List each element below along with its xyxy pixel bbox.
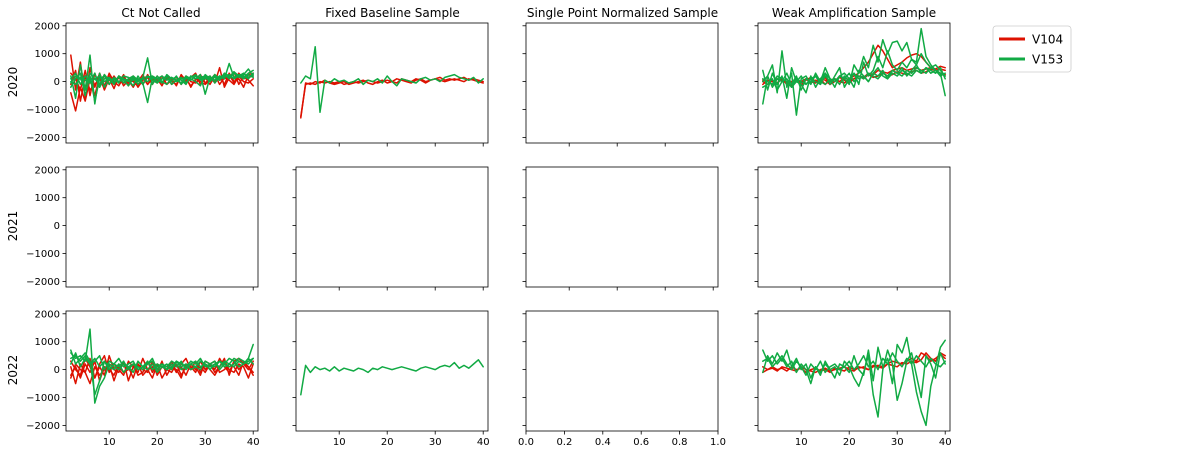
series-line-v153-7 [70,71,254,88]
panel-2022-weak-amplification-sample-frame [757,310,951,432]
series-line-v104-1 [70,354,254,385]
x-tick-label-1.0: 1.0 [710,437,726,448]
y-tick-label-1000: 1000 [35,193,60,204]
panel-2021-weak-amplification-sample-frame [757,166,951,288]
panel-2022-single-point-normalized-sample-frame [525,310,719,432]
x-tick-label-0.2: 0.2 [556,437,572,448]
panel-2021-weak-amplification-sample [754,166,951,291]
legend-label-v104: V104 [1032,33,1063,47]
panel-2022-ct-not-called: 2000 1000 0 −1000 −2000 10 20 30 40 [26,309,259,448]
series-line-v153-4 [762,352,946,376]
legend-label-v153: V153 [1032,53,1063,67]
series-line-v153-7 [762,66,946,88]
panel-2021-fixed-baseline-sample-frame [295,166,489,288]
y-tick-label--2000: −2000 [26,133,60,144]
y-tick-label--2000: −2000 [26,277,60,288]
y-tick-label-2000: 2000 [35,309,60,320]
panel-2022-single-point-normalized-sample: 0.0 0.2 0.4 0.6 0.8 1.0 [518,310,726,448]
y-tick-label-1000: 1000 [35,49,60,60]
series-line-v104-1 [300,76,484,118]
y-tick-label-2000: 2000 [35,165,60,176]
panel-2022-weak-amplification-sample-series [762,336,946,427]
y-tick-label-0: 0 [54,221,60,232]
panel-2020-weak-amplification-sample-series [762,27,946,116]
panel-2021-single-point-normalized-sample-frame [525,166,719,288]
x-tick-label-20: 20 [151,437,164,448]
series-line-v153-7 [70,352,254,371]
panel-2020-weak-amplification-sample [754,22,951,147]
row-label-2021: 2021 [6,211,20,242]
panel-2022-fixed-baseline-sample: 10 20 30 40 [292,310,490,448]
x-tick-label-40: 40 [247,437,260,448]
series-line-v153-0 [300,359,484,396]
column-title-fixed-baseline: Fixed Baseline Sample [325,6,460,20]
x-tick-label-10: 10 [795,437,808,448]
y-tick-label-0: 0 [54,365,60,376]
legend: V104 V153 [992,25,1072,73]
panel-2022-fixed-baseline-sample-series [300,359,484,396]
panel-2021-single-point-normalized-sample [522,166,719,291]
panel-2021-fixed-baseline-sample [292,166,489,291]
series-line-v104-1 [762,352,946,374]
x-tick-label-0.8: 0.8 [672,437,688,448]
x-tick-label-0.6: 0.6 [633,437,649,448]
panel-2020-ct-not-called: 2000 1000 0 −1000 −2000 [26,21,259,147]
panel-2020-single-point-normalized-sample [522,22,719,147]
y-tick-label--1000: −1000 [26,249,60,260]
column-titles: Ct Not Called Fixed Baseline Sample Sing… [121,6,936,20]
panel-2020-fixed-baseline-sample-frame [295,22,489,144]
x-tick-label-0.4: 0.4 [595,437,611,448]
panel-2022-weak-amplification-sample: 10 20 30 40 [754,310,952,448]
series-line-v153-3 [762,27,946,116]
series-line-v153-8 [70,72,254,86]
panel-2022-ct-not-called-series [70,328,254,404]
x-tick-label-20: 20 [381,437,394,448]
series-line-v104-0 [300,78,484,119]
y-tick-label-2000: 2000 [35,21,60,32]
panel-2020-fixed-baseline-sample [292,22,489,147]
panel-2020-ct-not-called-series [70,54,254,112]
x-tick-label-30: 30 [199,437,212,448]
row-labels: 2020 2021 2022 [6,67,20,386]
series-line-v153-5 [762,64,946,91]
panel-2021-ct-not-called: 2000 1000 0 −1000 −2000 [26,165,259,291]
x-tick-label-0.0: 0.0 [518,437,534,448]
panel-2022-ct-not-called-frame [65,310,259,432]
y-tick-label--1000: −1000 [26,393,60,404]
panel-2020-ct-not-called-frame [65,22,259,144]
column-title-single-point-normalized: Single Point Normalized Sample [527,6,718,20]
row-label-2020: 2020 [6,67,20,98]
series-line-v153-2 [300,45,484,114]
y-tick-label--2000: −2000 [26,421,60,432]
series-line-v153-3 [762,349,946,418]
panel-2020-weak-amplification-sample-frame [757,22,951,144]
panel-2020-single-point-normalized-sample-frame [525,22,719,144]
panel-2022-fixed-baseline-sample-frame [295,310,489,432]
x-tick-label-10: 10 [103,437,116,448]
x-tick-label-20: 20 [843,437,856,448]
column-title-weak-amplification: Weak Amplification Sample [772,6,936,20]
y-tick-label-0: 0 [54,77,60,88]
row-label-2022: 2022 [6,355,20,386]
x-tick-label-30: 30 [891,437,904,448]
panel-grid: 200010000−1000−2000200010000−1000−200020… [26,21,951,448]
panel-2021-ct-not-called-frame [65,166,259,288]
x-tick-label-40: 40 [939,437,952,448]
x-tick-label-30: 30 [429,437,442,448]
x-tick-label-40: 40 [477,437,490,448]
series-line-v153-6 [70,68,254,88]
x-tick-label-10: 10 [333,437,346,448]
column-title-ct-not-called: Ct Not Called [121,6,200,20]
panel-2020-fixed-baseline-sample-series [300,45,484,119]
y-tick-label--1000: −1000 [26,105,60,116]
y-tick-label-1000: 1000 [35,337,60,348]
